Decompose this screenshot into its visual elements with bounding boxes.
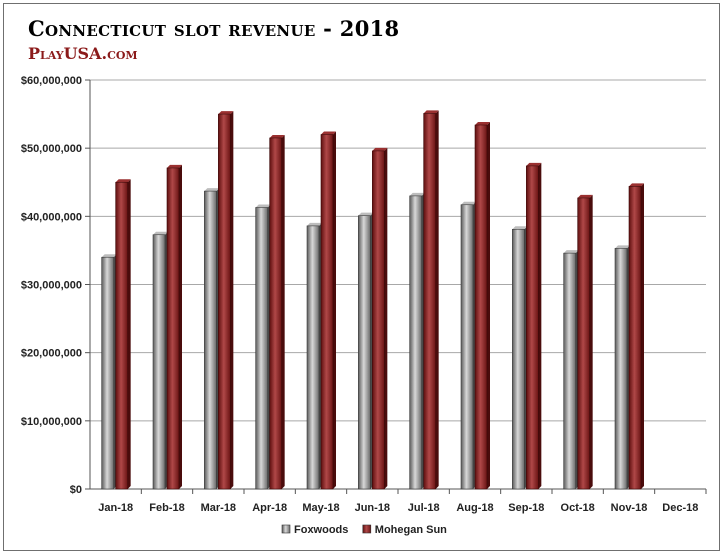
x-tick-label: Apr-18 xyxy=(252,502,287,514)
bar-mohegan-sun xyxy=(423,110,439,490)
bar-foxwoods xyxy=(101,254,117,490)
x-tick-label: Sep-18 xyxy=(508,502,544,514)
x-tick-label: Dec-18 xyxy=(662,502,698,514)
bar-mohegan-sun xyxy=(474,121,490,490)
x-tick-label: Aug-18 xyxy=(456,502,493,514)
bar-mohegan-sun xyxy=(372,147,388,490)
bar-mohegan-sun xyxy=(218,111,234,490)
bar-mohegan-sun xyxy=(115,179,131,490)
bar-mohegan-sun xyxy=(166,164,182,490)
grid-lines xyxy=(90,79,706,422)
bar-foxwoods xyxy=(563,250,579,490)
bar-foxwoods xyxy=(460,201,476,490)
bars xyxy=(101,110,644,490)
legend-swatch xyxy=(281,524,291,534)
bar-foxwoods xyxy=(255,204,271,490)
y-tick-label: $0 xyxy=(70,484,82,496)
legend-swatch xyxy=(362,524,372,534)
bar-mohegan-sun xyxy=(526,162,542,490)
y-tick-label: $30,000,000 xyxy=(21,280,82,292)
x-tick-label: Oct-18 xyxy=(561,502,595,514)
bar-foxwoods xyxy=(152,231,168,490)
bar-foxwoods xyxy=(614,245,630,490)
chart-subtitle: PlayUSA.com xyxy=(28,44,138,63)
legend-label: Mohegan Sun xyxy=(375,524,447,536)
legend: Foxwoods Mohegan Sun xyxy=(281,524,447,536)
bar-mohegan-sun xyxy=(269,134,285,490)
bar-mohegan-sun xyxy=(577,194,593,490)
x-tick-label: Mar-18 xyxy=(201,502,236,514)
legend-label: Foxwoods xyxy=(294,524,348,536)
chart-title: Connecticut slot revenue - 2018 xyxy=(28,16,400,41)
bar-foxwoods xyxy=(204,188,220,490)
y-tick-label: $10,000,000 xyxy=(21,416,82,428)
y-tick-label: $40,000,000 xyxy=(21,211,82,223)
x-tick-label: Jul-18 xyxy=(408,502,440,514)
bar-foxwoods xyxy=(512,226,528,490)
bar-foxwoods xyxy=(409,192,425,490)
bar-mohegan-sun xyxy=(628,183,644,490)
x-tick-label: Feb-18 xyxy=(149,502,184,514)
y-tick-label: $50,000,000 xyxy=(21,143,82,155)
x-tick-label: May-18 xyxy=(302,502,339,514)
axes xyxy=(85,79,707,494)
bar-mohegan-sun xyxy=(320,131,336,490)
y-tick-label: $20,000,000 xyxy=(21,348,82,360)
x-tick-label: Jan-18 xyxy=(98,502,133,514)
y-tick-label: $60,000,000 xyxy=(21,75,82,87)
bar-foxwoods xyxy=(358,212,374,490)
tick-labels: $0 $10,000,000 $20,000,000 $30,000,000 $40,0… xyxy=(21,75,699,514)
bar-foxwoods xyxy=(306,222,322,490)
x-tick-label: Nov-18 xyxy=(611,502,648,514)
x-tick-label: Jun-18 xyxy=(355,502,390,514)
